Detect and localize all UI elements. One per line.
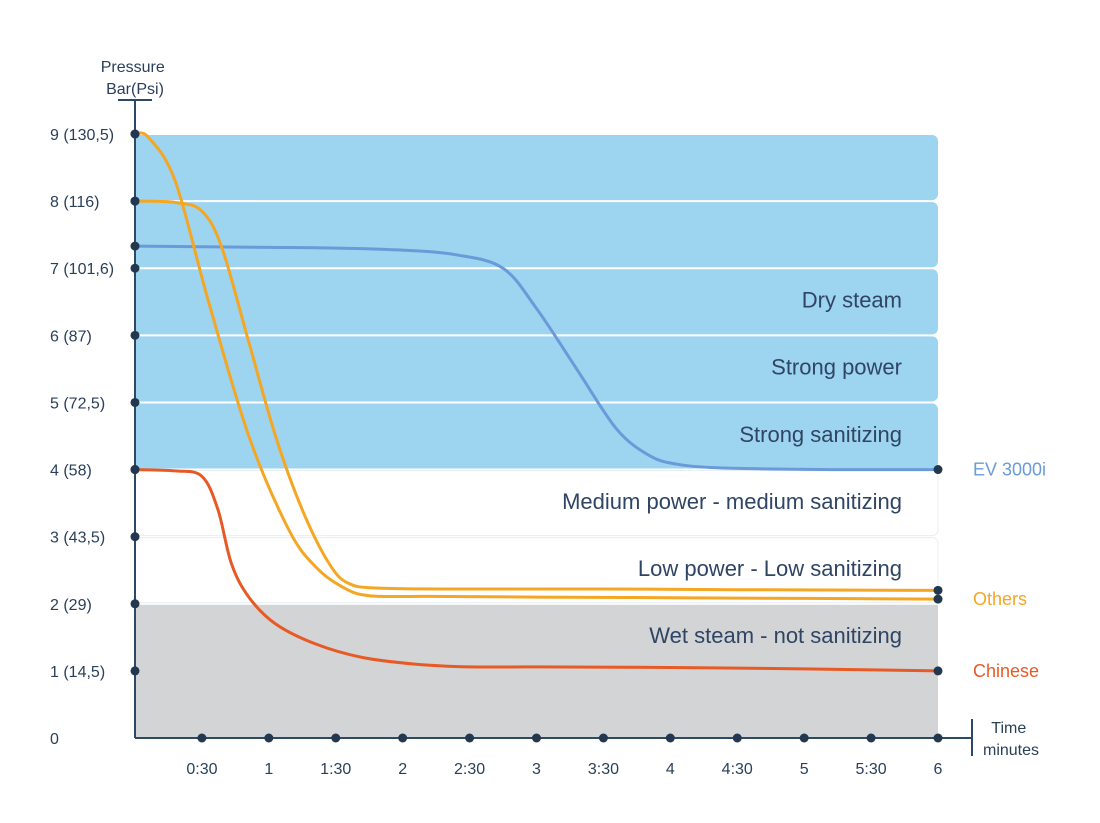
y-tick-label-2: 2 (29) [50, 597, 92, 614]
y-axis-title: Pressure Bar(Psi) [101, 59, 169, 98]
y-tick-dot-3 [130, 532, 140, 542]
y-tick-dot-2 [130, 599, 140, 609]
x-tick-label-8: 4:30 [722, 761, 753, 778]
x-tick-label-1: 1 [264, 761, 273, 778]
y-axis-title-line-1: Pressure [101, 59, 165, 76]
y-tick-label-5: 5 (72,5) [50, 395, 105, 412]
x-tick-label-6: 3:30 [588, 761, 619, 778]
series-line-chinese-3 [133, 468, 940, 673]
pressure-bands [134, 135, 939, 738]
x-tick-label-7: 4 [666, 761, 675, 778]
band-1 [135, 202, 938, 268]
series-end-labels: EV 3000i Others Chinese [973, 460, 1046, 681]
series-line-ev-3000i-0 [133, 244, 940, 472]
x-tick-label-0: 0:30 [186, 761, 217, 778]
x-tick-label-11: 6 [934, 761, 943, 778]
band-label-6: Low power - Low sanitizing [638, 556, 902, 581]
x-tick-label-4: 2:30 [454, 761, 485, 778]
x-tick-dot-5 [532, 733, 541, 743]
x-tick-dot-8 [732, 733, 742, 743]
x-tick-dot-6 [598, 733, 608, 743]
band-4 [135, 403, 938, 469]
band-3 [135, 336, 938, 402]
end-marker-3 [933, 666, 943, 676]
x-tick-label-2: 1:30 [320, 761, 351, 778]
series-end-label-0: EV 3000i [973, 460, 1046, 480]
x-tick-dot-7 [665, 733, 675, 743]
x-tick-dot-0 [197, 733, 207, 743]
y-tick-label-9: 9 (130,5) [50, 127, 114, 144]
y-tick-label-4: 4 (58) [50, 463, 92, 480]
band-label-5: Medium power - medium sanitizing [562, 489, 902, 514]
series-markers [130, 129, 943, 676]
band-labels: Dry steam Strong power Strong sanitizing Me… [562, 288, 902, 649]
series-end-label-2: Chinese [973, 661, 1039, 681]
x-tick-label-5: 3 [532, 761, 541, 778]
y-tick-dot-1 [130, 666, 140, 676]
x-axis-title-line-2: minutes [983, 742, 1039, 759]
band-2 [135, 269, 938, 335]
y-tick-label-8: 8 (116) [50, 194, 100, 211]
x-tick-dot-9 [799, 733, 809, 743]
y-tick-label-3: 3 (43,5) [50, 530, 105, 547]
x-tick-dot-1 [264, 733, 274, 743]
end-marker-2 [933, 594, 943, 604]
x-tick-label-10: 5:30 [856, 761, 887, 778]
y-tick-dot-7 [130, 263, 140, 273]
end-marker-1 [933, 585, 943, 595]
y-tick-label-7: 7 (101,6) [50, 261, 114, 278]
y-tick-label-1: 1 (14,5) [50, 664, 105, 681]
x-tick-dot-2 [331, 733, 341, 743]
x-axis-title: Time minutes [983, 720, 1039, 759]
start-marker-0 [130, 129, 140, 139]
y-tick-label-0: 0 [50, 731, 59, 748]
x-tick-dot-10 [866, 733, 876, 743]
band-label-4: Strong sanitizing [739, 422, 902, 447]
y-tick-dot-5 [130, 397, 140, 407]
x-tick-label-3: 2 [398, 761, 407, 778]
series-line-others-2 [133, 199, 940, 592]
x-tick-dot-11 [933, 733, 943, 743]
start-marker-2 [130, 241, 140, 251]
series-end-label-1: Others [973, 589, 1027, 609]
band-0 [135, 135, 938, 201]
y-axis-title-line-2: Bar(Psi) [106, 81, 164, 98]
start-marker-3 [130, 465, 140, 475]
x-axis-title-line-1: Time [991, 720, 1026, 737]
y-tick-dot-6 [130, 330, 140, 340]
x-tick-dot-3 [398, 733, 408, 743]
end-marker-0 [933, 465, 943, 475]
axes: Pressure Bar(Psi) Time minutes [101, 59, 1039, 759]
band-label-7: Wet steam - not sanitizing [649, 623, 902, 648]
band-label-2: Dry steam [802, 288, 902, 313]
series-line-others-1 [133, 131, 940, 601]
series-lines [133, 131, 940, 673]
x-tick-label-9: 5 [800, 761, 809, 778]
band-7 [135, 604, 938, 738]
y-tick-label-6: 6 (87) [50, 328, 92, 345]
x-tick-dot-4 [465, 733, 475, 743]
band-label-3: Strong power [771, 355, 902, 380]
start-marker-1 [130, 196, 140, 206]
